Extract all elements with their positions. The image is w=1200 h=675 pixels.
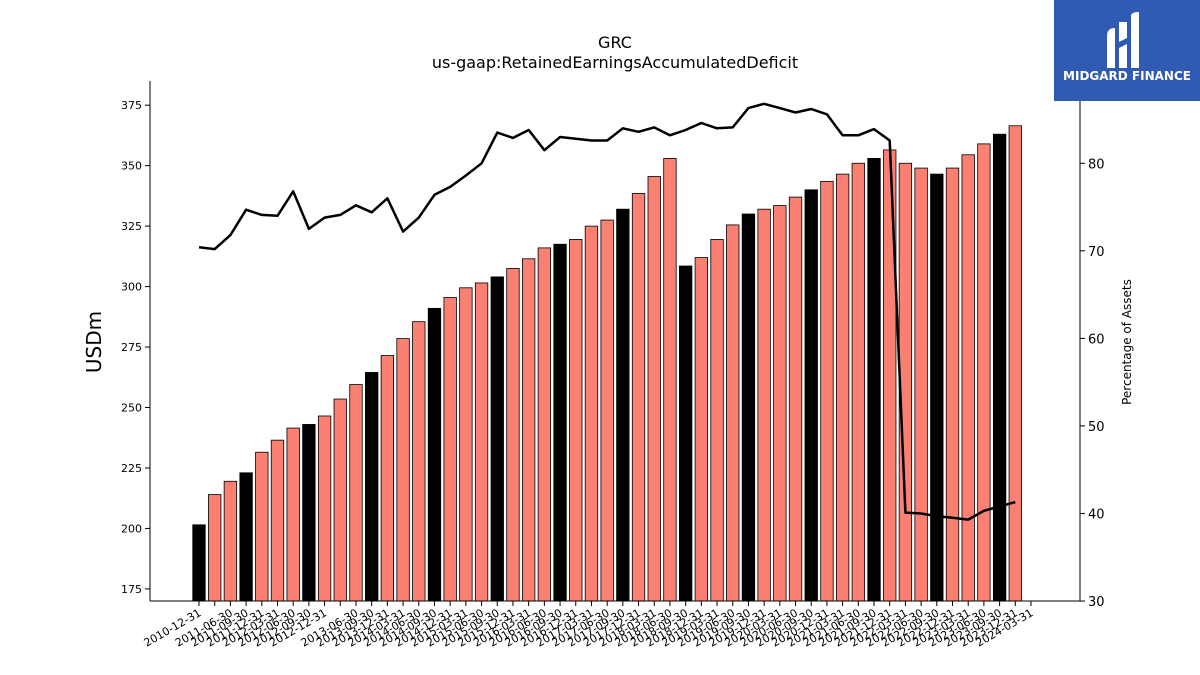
bar [459, 287, 473, 602]
y2-axis-label: Percentage of Assets [1120, 279, 1134, 405]
bar [317, 415, 332, 602]
bar [930, 173, 944, 602]
line-path [198, 102, 1016, 521]
y2-tick-label: 80 [1088, 157, 1105, 172]
bar [192, 524, 206, 602]
y-tick-label: 225 [121, 462, 142, 475]
bar [757, 208, 771, 602]
bar [490, 276, 504, 602]
bar [710, 239, 724, 602]
bar [647, 176, 661, 602]
bar [333, 398, 347, 602]
bar [569, 239, 583, 602]
y-tick-label: 375 [121, 99, 142, 112]
bar [773, 205, 787, 602]
bar [992, 133, 1007, 602]
bar [208, 494, 222, 602]
bar [977, 143, 991, 602]
y-axis-label: USDm [82, 311, 106, 373]
axes: 1752002252502753003253503753040506070802… [121, 81, 1105, 650]
brand-name: MIDGARD FINANCE [1063, 69, 1191, 83]
y-tick-label: 325 [121, 220, 142, 233]
bar [741, 213, 756, 602]
bar [788, 196, 803, 602]
bar [365, 372, 379, 602]
brand-mark-icon [1107, 12, 1139, 68]
chart-title: GRC [598, 33, 632, 52]
brand-logo: MIDGARD FINANCE [1054, 0, 1200, 101]
bar [678, 265, 693, 602]
bar [537, 247, 552, 602]
y-tick-label: 175 [121, 583, 142, 596]
bar [1008, 125, 1022, 602]
bar [286, 427, 300, 602]
bar [255, 451, 269, 602]
bar [914, 167, 928, 602]
bar [474, 282, 489, 602]
y-tick-label: 275 [121, 341, 142, 354]
bar [396, 338, 410, 602]
bar [584, 225, 599, 602]
bar [631, 193, 646, 602]
bar [302, 424, 316, 602]
bar [522, 258, 536, 602]
bar [851, 162, 865, 602]
bar-series [192, 125, 1022, 602]
bar [820, 180, 834, 602]
y2-tick-label: 70 [1088, 245, 1105, 260]
bar [270, 439, 285, 602]
bar [694, 257, 708, 602]
y-tick-label: 350 [121, 160, 142, 173]
y2-tick-label: 50 [1088, 420, 1105, 435]
y-tick-label: 250 [121, 402, 142, 415]
bar [380, 355, 395, 602]
bar [239, 472, 253, 602]
y2-tick-label: 60 [1088, 332, 1105, 347]
bar [553, 243, 567, 602]
bar [223, 480, 238, 602]
bar [616, 208, 630, 602]
y-tick-label: 200 [121, 522, 142, 535]
bar [961, 154, 975, 602]
bar [600, 219, 614, 602]
bar [349, 384, 363, 602]
bar [835, 173, 850, 602]
bar [663, 157, 677, 602]
bar [945, 167, 960, 602]
bar [804, 189, 818, 602]
bar [427, 307, 442, 602]
bar [506, 268, 520, 602]
y-tick-label: 300 [121, 281, 142, 294]
bar [412, 321, 426, 602]
bar [443, 297, 457, 602]
y2-tick-label: 40 [1088, 507, 1105, 522]
bar [726, 224, 740, 602]
chart-subtitle: us-gaap:RetainedEarningsAccumulatedDefic… [432, 53, 798, 72]
bar [867, 157, 881, 602]
line-series [198, 102, 1016, 521]
y2-tick-label: 30 [1088, 595, 1105, 610]
